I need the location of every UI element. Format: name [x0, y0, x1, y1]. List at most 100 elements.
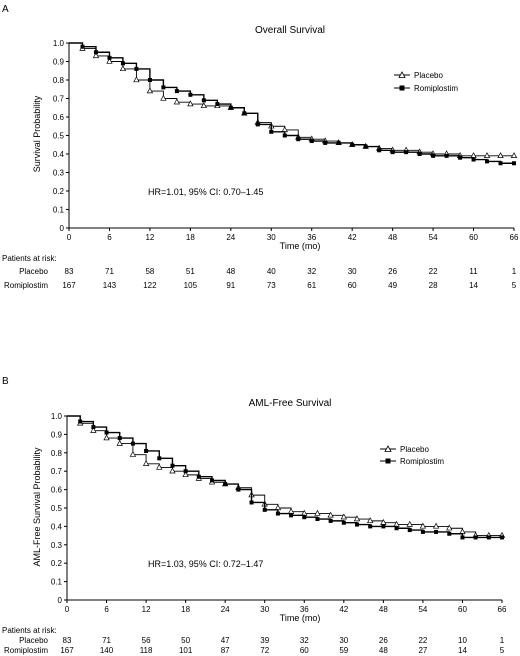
risk-value-placebo: 10 [458, 636, 467, 645]
risk-value-placebo: 39 [260, 636, 269, 645]
risk-row-label-placebo: Placebo [19, 636, 48, 645]
romiplostim-point [93, 50, 98, 55]
risk-value-romiplostim: 143 [103, 281, 117, 290]
placebo-point [160, 94, 167, 101]
risk-value-placebo: 50 [181, 636, 190, 645]
risk-value-placebo: 83 [65, 267, 74, 276]
romiplostim-point [236, 487, 241, 492]
y-tick-label: 0 [60, 224, 65, 233]
romiplostim-point [228, 105, 233, 110]
romiplostim-point [242, 111, 247, 116]
risk-table: Patients at risk: Placebo Romiplostim 83… [2, 626, 505, 655]
y-tick-label: 0.1 [53, 206, 65, 215]
romiplostim-point [420, 529, 425, 534]
risk-value-romiplostim: 72 [260, 646, 269, 655]
romiplostim-point [78, 419, 83, 424]
placebo-point [119, 65, 127, 72]
risk-value-romiplostim: 60 [348, 281, 357, 290]
romiplostim-point [196, 474, 201, 479]
romiplostim-point [147, 78, 152, 82]
romiplostim-point [201, 98, 206, 103]
romiplostim-point [500, 535, 504, 540]
romiplostim-point [144, 448, 149, 453]
placebo-point [510, 152, 518, 158]
romiplostim-curve [67, 415, 502, 539]
risk-value-placebo: 30 [339, 636, 348, 645]
panel-label: A [2, 4, 9, 15]
hazard-ratio-annotation: HR=1.01, 95% CI: 0.70–1.45 [148, 187, 263, 197]
risk-value-romiplostim: 61 [307, 281, 316, 290]
panel-b: B AML-Free Survival AML-Free Survival Pr… [2, 376, 507, 655]
x-tick-label: 18 [186, 233, 195, 242]
y-axis-label: AML-Free Survival Probability [32, 447, 42, 567]
y-tick-label: 0.6 [51, 486, 63, 495]
placebo-point [406, 520, 413, 527]
legend-marker-placebo [398, 71, 406, 78]
risk-value-placebo: 11 [469, 267, 478, 276]
romiplostim-point [91, 425, 96, 430]
risk-value-romiplostim: 101 [179, 646, 193, 655]
chart-title: Overall Survival [255, 25, 325, 36]
romiplostim-point [458, 155, 463, 160]
x-tick-label: 48 [379, 605, 388, 614]
romiplostim-point [431, 153, 436, 158]
chart-title: AML-Free Survival [249, 398, 332, 409]
x-tick-label: 48 [388, 233, 397, 242]
romiplostim-point [341, 520, 346, 525]
x-axis-label: Time (mo) [280, 241, 321, 251]
risk-value-romiplostim: 49 [388, 281, 397, 290]
romiplostim-point [485, 159, 490, 164]
romiplostim-point [394, 526, 399, 531]
romiplostim-point [130, 441, 135, 446]
romiplostim-point [117, 436, 122, 441]
romiplostim-point [315, 517, 320, 522]
placebo-point [116, 439, 123, 446]
x-tick-label: 0 [65, 605, 70, 614]
legend: Placebo Romiplostim [394, 71, 458, 93]
risk-value-placebo: 56 [142, 636, 151, 645]
legend-marker-romiplostim [399, 85, 405, 91]
romiplostim-point [447, 531, 452, 536]
placebo-point [133, 76, 140, 83]
risk-value-romiplostim: 118 [140, 646, 153, 655]
y-tick-label: 0.4 [51, 522, 63, 531]
placebo-curve [67, 415, 502, 537]
y-tick-label: 0.3 [53, 169, 65, 178]
x-tick-label: 30 [267, 233, 276, 242]
placebo-point [103, 434, 110, 441]
risk-value-placebo: 40 [267, 267, 276, 276]
romiplostim-point [434, 529, 439, 534]
x-tick-label: 60 [458, 605, 467, 614]
y-tick-label: 1.0 [51, 412, 63, 421]
romiplostim-point [486, 535, 491, 540]
risk-value-romiplostim: 87 [221, 646, 230, 655]
panel-a: A Overall Survival Survival Probability … [2, 4, 519, 290]
placebo-point [459, 528, 466, 535]
x-tick-label: 6 [107, 233, 112, 242]
legend: Placebo Romiplostim [380, 445, 444, 466]
romiplostim-point [390, 150, 395, 155]
y-axis-label: Survival Probability [32, 95, 42, 172]
placebo-point [366, 517, 374, 524]
risk-value-romiplostim: 167 [60, 646, 74, 655]
romiplostim-point [275, 511, 280, 516]
risk-value-romiplostim: 48 [379, 646, 388, 655]
x-tick-label: 12 [145, 233, 154, 242]
placebo-point [353, 515, 361, 522]
y-tick-label: 0.9 [51, 430, 63, 439]
y-tick-label: 0.2 [51, 559, 63, 568]
y-tick-label: 0.4 [53, 150, 65, 159]
placebo-point [419, 522, 427, 529]
romiplostim-point [417, 152, 422, 156]
romiplostim-point [350, 142, 355, 147]
risk-value-romiplostim: 73 [267, 281, 276, 290]
x-tick-label: 18 [181, 605, 190, 614]
placebo-point [483, 152, 491, 158]
romiplostim-point [188, 92, 193, 97]
placebo-point [106, 57, 113, 64]
placebo-point [340, 513, 348, 520]
romiplostim-point [363, 144, 368, 149]
romiplostim-point [328, 518, 333, 523]
